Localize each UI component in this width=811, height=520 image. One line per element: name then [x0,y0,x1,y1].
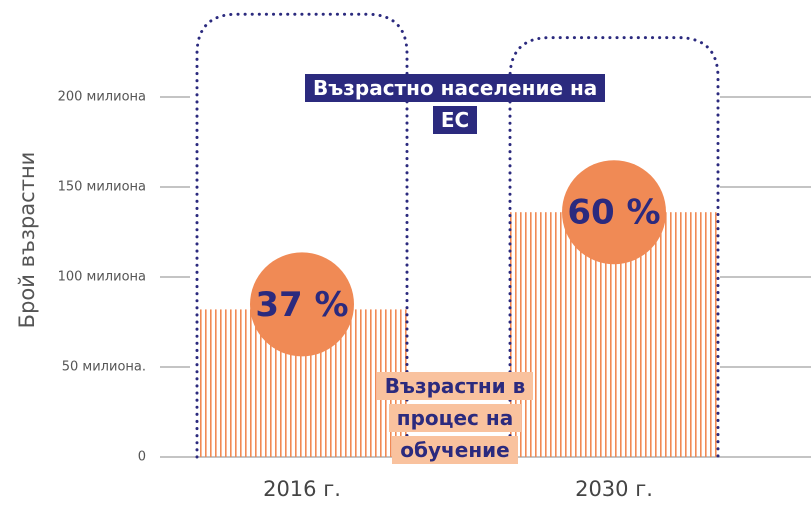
y-tick-label: 100 милиона [58,270,146,285]
legend-entry: Възрастно население на ЕС [305,72,605,136]
y-tick-label: 50 милиона. [62,360,146,375]
page: Брой възрастни 0 50 милиона. 100 милиона 15… [0,0,811,520]
x-tick-label: 2030 г. [575,477,653,501]
percent-label: 60 % [567,193,660,233]
x-tick-label: 2016 г. [263,477,341,501]
y-tick-label: 150 милиона [58,180,146,195]
y-tick-label: 0 [138,450,146,465]
legend-text: Възрастно население на ЕС [305,74,605,134]
legend-entry: Възрастни в процес на обучение [360,370,550,466]
legend-text: Възрастни в процес на обучение [377,372,534,464]
percent-label: 37 % [255,285,348,325]
y-tick-label: 200 милиона [58,90,146,105]
y-axis-title: Брой възрастни [15,152,39,329]
